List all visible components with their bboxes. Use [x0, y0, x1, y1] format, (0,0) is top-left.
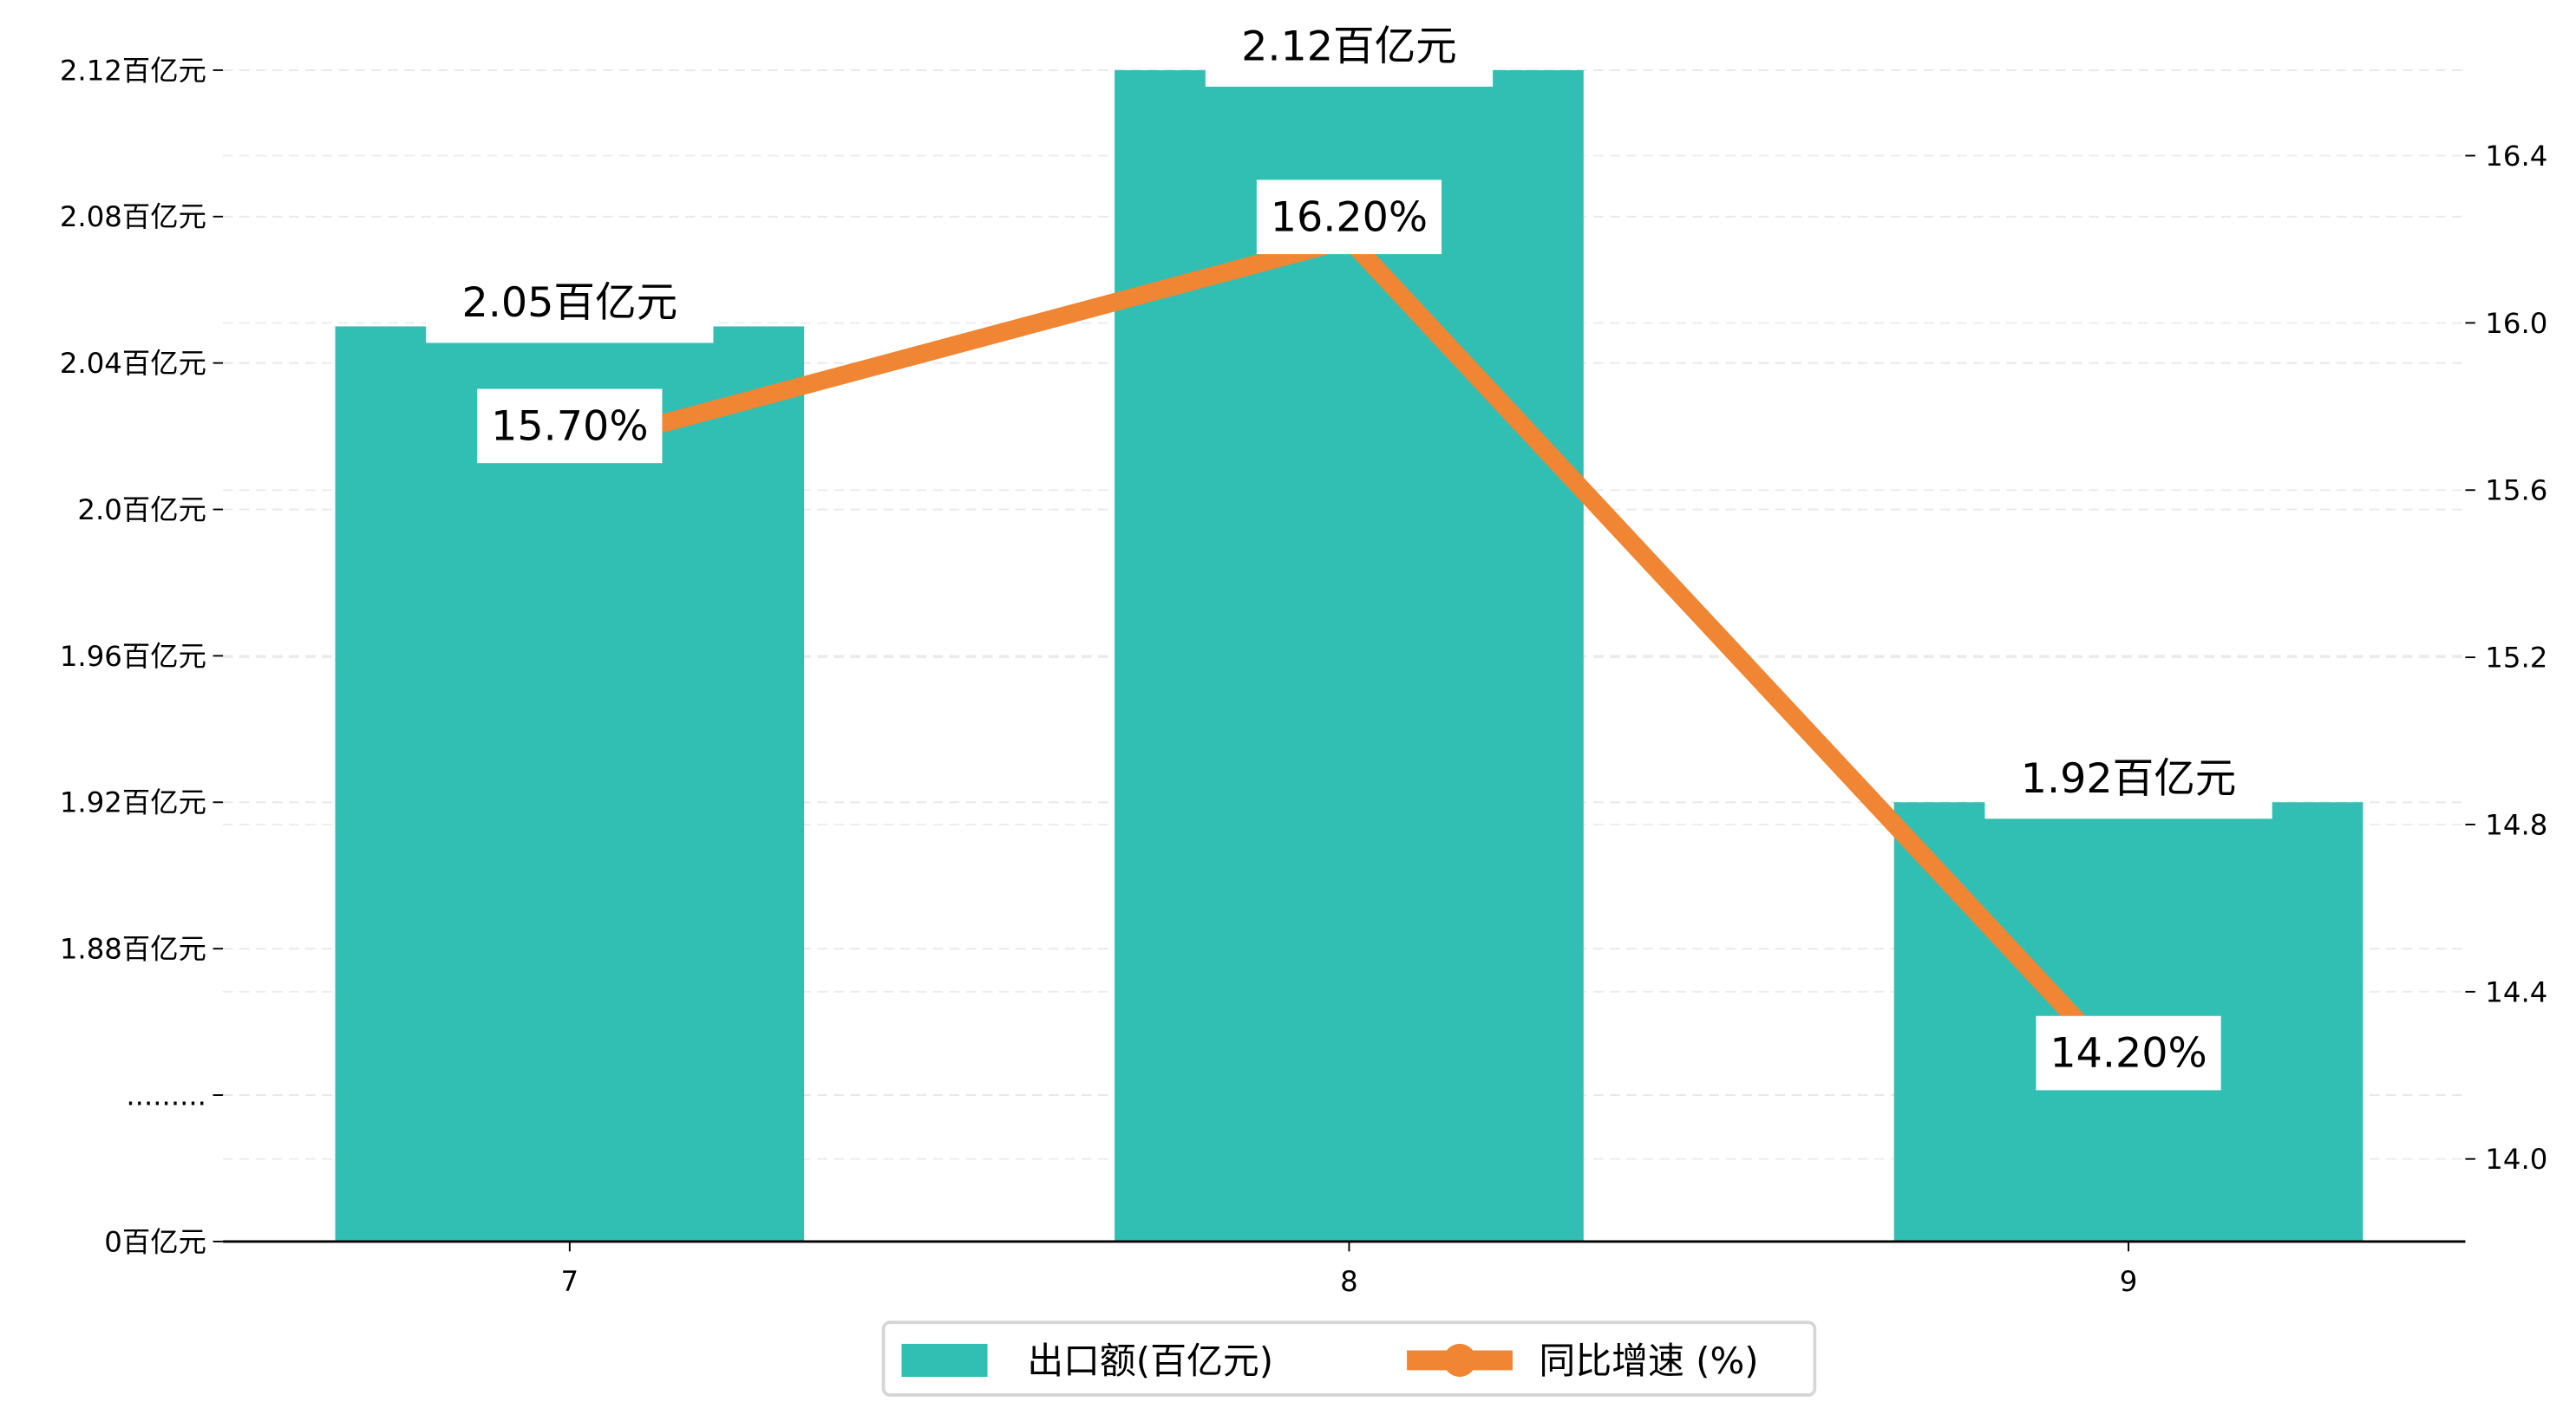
line-value-label: 16.20% [1271, 193, 1428, 241]
left-tick-label: 2.0百亿元 [77, 493, 206, 526]
right-tick-label: 14.0 [2485, 1143, 2547, 1176]
bar-8 [1115, 69, 1584, 1242]
bar-label-box [1984, 753, 2272, 819]
bar-label-box [426, 277, 714, 343]
line-label-box [2036, 1015, 2221, 1091]
right-axis: 14.0 14.4 14.8 15.2 15.6 16.0 16.4 [2465, 140, 2547, 1176]
right-tick-label: 15.2 [2485, 642, 2547, 675]
bar-label-box [1205, 20, 1494, 87]
bar-value-label: 2.05百亿元 [461, 279, 677, 327]
x-axis: 7 8 9 [223, 1240, 2466, 1298]
bar-7 [335, 326, 805, 1242]
data-labels: 2.05百亿元 2.12百亿元 1.92百亿元 15.70% 16.20% 14.20% [426, 20, 2272, 1091]
right-tick-label: 16.4 [2485, 140, 2547, 173]
left-tick-label: 2.12百亿元 [60, 54, 206, 87]
left-tick-label: 0百亿元 [104, 1225, 206, 1258]
legend-line-marker [1442, 1343, 1477, 1378]
line-value-label: 15.70% [491, 403, 648, 451]
legend-bar-swatch [901, 1343, 988, 1378]
right-tick-label: 14.4 [2485, 975, 2547, 1008]
left-tick-label: 1.96百亿元 [60, 640, 206, 673]
left-tick-label: 2.08百亿元 [60, 200, 206, 233]
left-tick-label: 1.92百亿元 [60, 786, 206, 819]
x-tick-label: 7 [561, 1265, 579, 1298]
right-tick-label: 16.0 [2485, 307, 2547, 340]
x-tick-label: 8 [1340, 1265, 1358, 1298]
right-tick-label: 15.6 [2485, 474, 2547, 507]
left-axis: 0百亿元......... 1.88百亿元 1.92百亿元 1.96百亿元 2.0百亿元… [60, 54, 224, 1258]
left-tick-label: ......... [126, 1079, 206, 1112]
legend-line-label: 同比增速 (%) [1539, 1340, 1758, 1382]
left-tick-label: 2.04百亿元 [60, 347, 206, 380]
line-label-box [477, 388, 663, 464]
right-tick-label: 14.8 [2485, 808, 2547, 841]
line-value-label: 14.20% [2050, 1030, 2207, 1078]
legend-bar-label: 出口额(百亿元) [1027, 1340, 1273, 1382]
left-tick-label: 1.88百亿元 [60, 933, 206, 966]
bar-value-label: 2.12百亿元 [1241, 23, 1457, 71]
legend: 出口额(百亿元) 同比增速 (%) [881, 1320, 1817, 1397]
line-label-box [1256, 179, 1442, 255]
x-tick-label: 9 [2120, 1265, 2138, 1298]
bar-value-label: 1.92百亿元 [2021, 755, 2237, 803]
